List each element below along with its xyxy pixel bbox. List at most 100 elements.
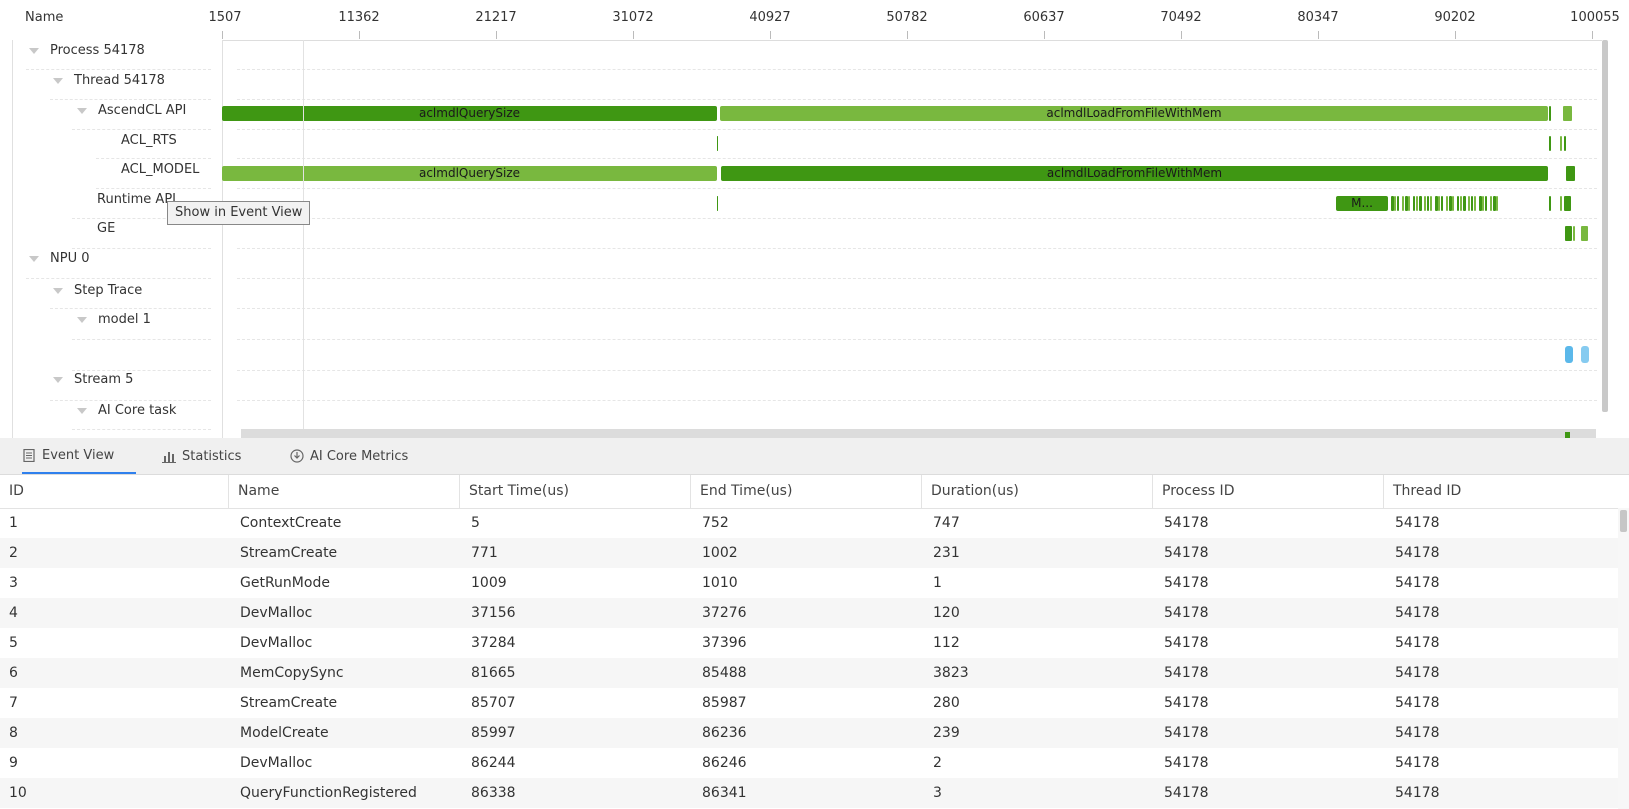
event-tick[interactable]: [1485, 196, 1487, 211]
event-tick[interactable]: [1416, 196, 1418, 211]
chevron-down-icon[interactable]: [53, 78, 63, 84]
timeline-header: Name 1507 11362 21217 31072 40927 50782 …: [0, 0, 1629, 40]
table-row[interactable]: 4 DevMalloc 37156 37276 120 54178 54178: [0, 598, 1618, 628]
event-tick[interactable]: [1564, 136, 1566, 151]
event-tick[interactable]: [1427, 196, 1429, 211]
event-tick[interactable]: [1449, 196, 1452, 211]
tab-event-view[interactable]: Event View: [22, 438, 136, 474]
table-row[interactable]: 10 QueryFunctionRegistered 86338 86341 3 5417…: [0, 778, 1618, 808]
table-row[interactable]: 6 MemCopySync 81665 85488 3823 54178 54178: [0, 658, 1618, 688]
event-bar-aclmdlloadfromfilewithmem[interactable]: aclmdlLoadFromFileWithMem: [721, 166, 1548, 181]
event-bar-aclmdlquerysize[interactable]: aclmdlQuerySize: [222, 106, 717, 121]
event-tick[interactable]: [1564, 196, 1571, 211]
cell-duration: 112: [933, 635, 960, 651]
event-tick[interactable]: [1460, 196, 1462, 211]
event-tick[interactable]: [1408, 196, 1410, 211]
table-row[interactable]: 5 DevMalloc 37284 37396 112 54178 54178: [0, 628, 1618, 658]
event-tick[interactable]: [1496, 196, 1498, 211]
event-tick[interactable]: [1549, 106, 1551, 121]
ruler-baseline: [222, 40, 1602, 41]
event-tick[interactable]: [1573, 226, 1575, 241]
event-tick[interactable]: [1471, 196, 1473, 211]
event-tick[interactable]: [1560, 196, 1562, 211]
cell-start-time: 37156: [471, 605, 516, 621]
event-tick[interactable]: [1430, 196, 1432, 211]
event-tick[interactable]: [1452, 196, 1454, 211]
event-tick[interactable]: [1397, 196, 1399, 211]
table-row[interactable]: 8 ModelCreate 85997 86236 239 54178 54178: [0, 718, 1618, 748]
event-tick[interactable]: [1566, 166, 1575, 181]
row-separator: [50, 308, 211, 309]
event-bar-aclmdlloadfromfilewithmem[interactable]: aclmdlLoadFromFileWithMem: [720, 106, 1548, 121]
event-tick[interactable]: [1446, 196, 1448, 211]
table-row[interactable]: 2 StreamCreate 771 1002 231 54178 54178: [0, 538, 1618, 568]
event-tick[interactable]: [1435, 196, 1438, 211]
scrollbar-thumb[interactable]: [1620, 510, 1627, 532]
event-bar-aclmdlquerysize[interactable]: aclmdlQuerySize: [222, 166, 717, 181]
event-tick[interactable]: [1463, 196, 1466, 211]
chevron-down-icon[interactable]: [77, 317, 87, 323]
step-trace-bar[interactable]: [1581, 346, 1589, 363]
column-header-duration[interactable]: Duration(us): [922, 475, 1153, 508]
event-bar-runtime-m[interactable]: M...: [1336, 196, 1388, 211]
column-header-id[interactable]: ID: [0, 475, 229, 508]
event-tick[interactable]: [1424, 196, 1426, 211]
cell-start-time: 37284: [471, 635, 516, 651]
event-tick[interactable]: [1493, 196, 1496, 211]
chevron-down-icon[interactable]: [53, 377, 63, 383]
column-header-end-time[interactable]: End Time(us): [691, 475, 922, 508]
cell-thread-id: 54178: [1395, 515, 1440, 531]
table-row[interactable]: 1 ContextCreate 5 752 747 54178 54178: [0, 508, 1618, 538]
row-separator: [237, 69, 1597, 70]
tab-label: AI Core Metrics: [310, 448, 409, 464]
tab-statistics[interactable]: Statistics: [162, 438, 241, 474]
event-tick[interactable]: [1405, 196, 1408, 211]
table-row[interactable]: 7 StreamCreate 85707 85987 280 54178 54178: [0, 688, 1618, 718]
event-tick[interactable]: [717, 196, 718, 211]
event-tick[interactable]: [1457, 196, 1459, 211]
column-header-start-time[interactable]: Start Time(us): [460, 475, 691, 508]
column-divider[interactable]: [222, 40, 223, 438]
event-tick[interactable]: [1482, 196, 1484, 211]
chevron-down-icon[interactable]: [53, 288, 63, 294]
column-header-name[interactable]: Name: [229, 475, 460, 508]
tab-ai-core-metrics[interactable]: AI Core Metrics: [290, 438, 408, 474]
table-vertical-scrollbar[interactable]: [1618, 508, 1629, 809]
show-in-event-view-tooltip[interactable]: Show in Event View: [167, 201, 311, 225]
event-tick[interactable]: [1394, 196, 1396, 211]
step-trace-bar[interactable]: [1565, 346, 1573, 363]
table-header: ID Name Start Time(us) End Time(us) Dura…: [0, 475, 1629, 509]
event-tick[interactable]: [1402, 196, 1404, 211]
chevron-down-icon[interactable]: [29, 48, 39, 54]
event-tick[interactable]: [1490, 196, 1492, 211]
column-header-process-id[interactable]: Process ID: [1153, 475, 1384, 508]
timeline-vertical-scrollbar[interactable]: [1602, 40, 1608, 412]
event-tick[interactable]: [1441, 196, 1443, 211]
event-tick[interactable]: [1560, 136, 1562, 151]
event-tick[interactable]: [1549, 136, 1551, 151]
row-separator: [50, 99, 211, 100]
event-tick[interactable]: [1479, 196, 1482, 211]
event-tick[interactable]: [1563, 106, 1572, 121]
tree-node-label: model 1: [98, 312, 151, 327]
event-tick[interactable]: [1391, 196, 1394, 211]
event-tick[interactable]: [1468, 196, 1470, 211]
event-tick[interactable]: [1581, 226, 1588, 241]
event-tick[interactable]: [1565, 226, 1572, 241]
event-tick[interactable]: [1438, 196, 1440, 211]
event-tick[interactable]: [1474, 196, 1476, 211]
chevron-down-icon[interactable]: [77, 108, 87, 114]
chevron-down-icon[interactable]: [77, 408, 87, 414]
event-tick[interactable]: [1413, 196, 1415, 211]
event-tick[interactable]: [1419, 196, 1422, 211]
column-header-thread-id[interactable]: Thread ID: [1393, 483, 1462, 499]
table-row[interactable]: 3 GetRunMode 1009 1010 1 54178 54178: [0, 568, 1618, 598]
timeline-horizontal-scrollbar[interactable]: [241, 429, 1596, 438]
table-row[interactable]: 9 DevMalloc 86244 86246 2 54178 54178: [0, 748, 1618, 778]
time-cursor-line: [303, 40, 304, 438]
timeline-panel[interactable]: Name 1507 11362 21217 31072 40927 50782 …: [0, 0, 1629, 438]
chevron-down-icon[interactable]: [29, 256, 39, 262]
event-tick[interactable]: [717, 136, 718, 151]
event-tick[interactable]: [1549, 196, 1551, 211]
cell-start-time: 5: [471, 515, 480, 531]
